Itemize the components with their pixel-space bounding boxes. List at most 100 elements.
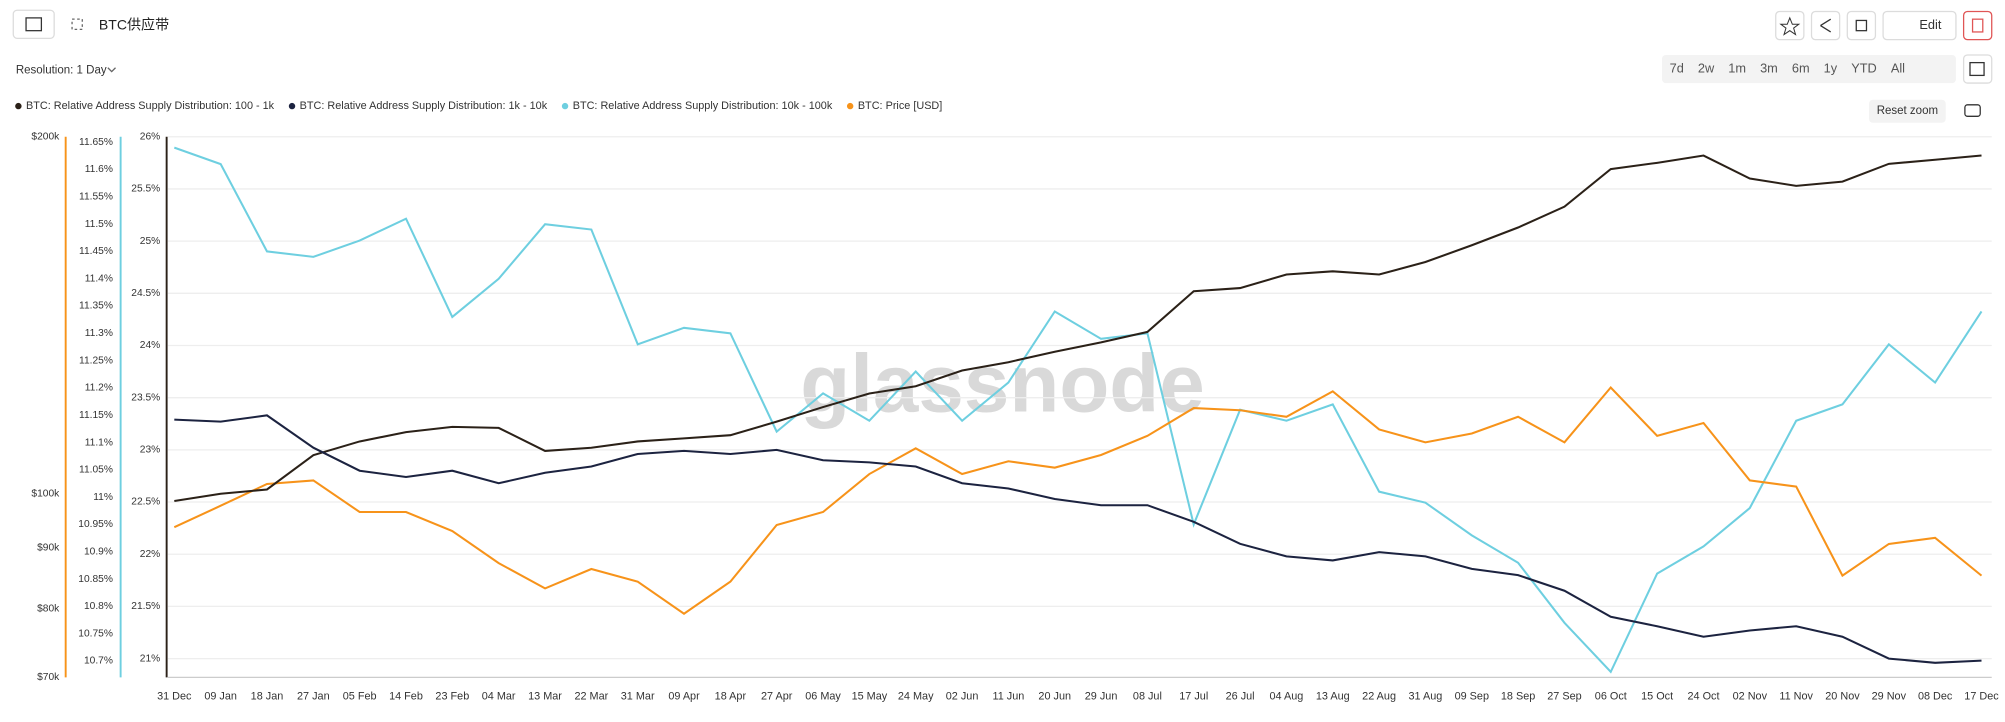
y-tick-label: $100k [31,488,60,499]
star-button[interactable] [1775,10,1805,41]
x-tick-label: 05 Feb [343,690,377,702]
y3-tick-label: 24.5% [131,288,160,299]
y3-tick-label: 21.5% [131,601,160,612]
x-tick-label: 11 Nov [1779,690,1813,702]
y2-tick-label: 11.4% [85,273,113,284]
copy-icon [1855,19,1868,32]
x-tick-label: 29 Jun [1085,690,1118,702]
y2-tick-label: 11% [93,492,113,503]
camera-icon[interactable] [1964,104,1981,117]
range-button[interactable]: 3m [1760,60,1778,75]
y2-tick-label: 11.3% [85,328,113,339]
share-button[interactable] [1810,10,1841,41]
x-tick-label: 20 Nov [1825,690,1860,702]
x-tick-label: 04 Mar [482,690,516,702]
y2-tick-label: 11.15% [79,410,113,421]
range-button[interactable]: 2w [1698,60,1715,75]
y2-tick-label: 10.9% [84,546,113,557]
copy-button[interactable] [1846,10,1877,41]
range-button[interactable]: All [1891,60,1905,75]
range-button[interactable]: YTD [1851,60,1877,75]
y2-tick-label: 10.7% [84,656,113,667]
watermark: glassnode [800,338,1204,429]
x-tick-label: 22 Aug [1362,690,1396,702]
y3-tick-label: 24% [140,340,160,351]
y3-tick-label: 22% [140,549,160,560]
range-button[interactable]: 6m [1792,60,1810,75]
x-tick-label: 26 Jul [1226,690,1255,702]
y2-tick-label: 10.75% [78,628,113,639]
x-tick-label: 17 Jul [1179,690,1208,702]
x-tick-label: 20 Jun [1038,690,1071,702]
legend-label[interactable]: BTC: Relative Address Supply Distributio… [300,100,548,112]
y3-tick-label: 26% [140,131,160,142]
x-tick-label: 06 May [805,690,841,702]
legend-label[interactable]: BTC: Relative Address Supply Distributio… [26,100,275,112]
legend-marker[interactable] [846,102,854,110]
x-tick-label: 18 Jan [251,690,284,702]
series-line [173,385,1983,615]
x-tick-label: 27 Sep [1547,690,1581,702]
series-line [174,414,1982,664]
range-button[interactable]: 7d [1670,60,1684,75]
y2-tick-label: 11.1% [85,437,113,448]
x-tick-label: 18 Sep [1501,690,1535,702]
x-tick-label: 17 Dec [1964,690,1999,702]
sidebar-toggle[interactable] [12,9,55,39]
x-tick-label: 14 Feb [389,690,423,702]
y2-tick-label: 11.25% [79,355,113,366]
y2-tick-label: 11.6% [85,164,113,175]
dropdown-arrow [107,67,116,73]
legend-marker[interactable] [561,102,569,110]
y2-tick-label: 11.55% [79,192,113,203]
x-tick-label: 29 Nov [1872,690,1907,702]
legend-label[interactable]: BTC: Price [USD] [858,100,942,112]
reset-zoom-button[interactable] [1869,99,1946,123]
x-tick-label: 15 Oct [1641,690,1673,702]
edit-label: Edit [1919,17,1941,32]
y-tick-label: $70k [37,672,60,683]
legend-marker[interactable] [288,102,296,110]
edit-button[interactable] [1882,10,1957,41]
delete-button[interactable] [1962,10,1993,41]
x-tick-label: 31 Dec [157,690,192,702]
x-tick-label: 15 May [852,690,888,702]
x-tick-label: 11 Jun [992,690,1024,702]
y3-tick-label: 22.5% [131,497,160,508]
y-tick-label: $90k [37,543,60,554]
calendar-icon [1969,61,1985,77]
x-tick-label: 31 Mar [621,690,655,702]
x-tick-label: 13 Aug [1316,690,1350,702]
resolution-select[interactable]: Resolution: 1 Day [16,64,107,76]
series-line [174,154,1982,503]
x-tick-label: 08 Jul [1133,690,1162,702]
x-tick-label: 09 Apr [668,690,700,702]
series-line [173,146,1983,674]
share-icon [1820,18,1832,33]
y2-tick-label: 11.35% [79,301,113,312]
y2-tick-label: 11.5% [85,219,113,230]
x-tick-label: 27 Jan [297,690,330,702]
y3-tick-label: 25% [140,236,160,247]
x-tick-label: 23 Feb [435,690,469,702]
x-tick-label: 13 Mar [528,690,562,702]
expand-icon[interactable] [71,18,83,31]
y-tick-label: $200k [31,131,60,142]
legend-label[interactable]: BTC: Relative Address Supply Distributio… [573,100,833,112]
sidebar-icon [25,17,43,32]
calendar-button[interactable] [1962,54,1993,84]
range-button[interactable]: 1m [1728,60,1746,75]
x-tick-label: 24 May [898,690,934,702]
y2-tick-label: 11.2% [85,383,113,394]
y2-tick-label: 10.85% [78,574,113,585]
y-tick-label: $80k [37,603,60,614]
x-tick-label: 31 Aug [1409,690,1443,702]
legend-marker[interactable] [15,102,22,110]
star-icon [1779,16,1801,36]
y3-tick-label: 21% [140,653,160,664]
range-button[interactable]: 1y [1824,60,1838,75]
y3-tick-label: 25.5% [131,184,160,195]
x-tick-label: 04 Aug [1270,690,1304,702]
y2-tick-label: 11.45% [79,246,113,257]
